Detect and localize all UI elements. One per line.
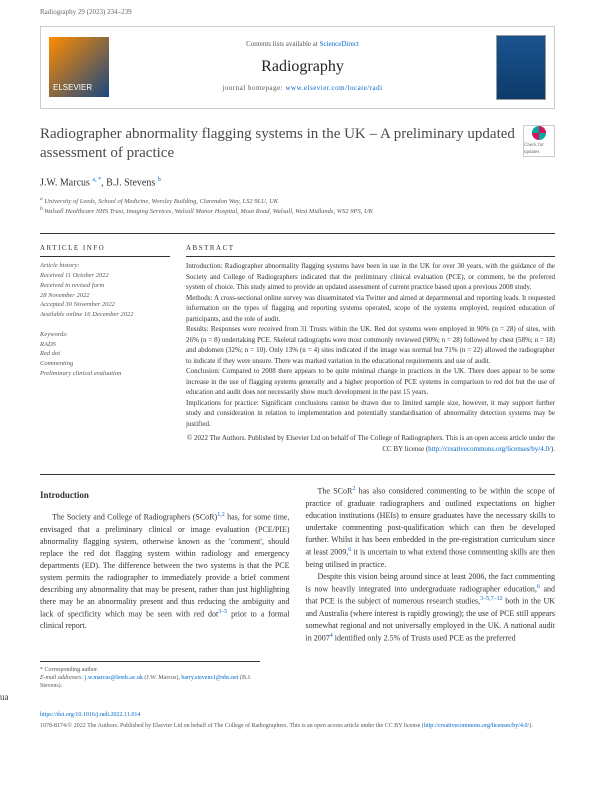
- affiliation-b: b Walsall Healthcare NHS Trust, Imaging …: [40, 206, 555, 216]
- corresponding-author-note: * Corresponding author. E-mail addresses…: [40, 661, 260, 691]
- intro-p1: The Society and College of Radiographers…: [40, 511, 290, 632]
- ref-1-2[interactable]: 1,2: [217, 512, 225, 518]
- citation: Radiography 29 (2023) 234–239: [40, 8, 132, 16]
- check-updates-button[interactable]: Check for updates: [523, 125, 555, 157]
- publisher-name: ELSEVIER: [53, 82, 92, 93]
- intro-p3: Despite this vision being around since a…: [306, 571, 556, 645]
- cc-link[interactable]: http://creativecommons.org/licenses/by/4…: [428, 445, 551, 453]
- ref-3-5[interactable]: 3–5: [218, 609, 227, 615]
- journal-cover: [496, 35, 546, 100]
- homepage-link[interactable]: www.elsevier.com/locate/radi: [285, 84, 382, 92]
- cc-link-footer[interactable]: http://creativecommons.org/licenses/by/4…: [424, 723, 529, 729]
- crossmark-icon: [532, 126, 546, 140]
- divider: [40, 233, 555, 234]
- abstract: ABSTRACT Introduction: Radiographer abno…: [186, 244, 555, 455]
- author-1-sup[interactable]: a, *: [92, 177, 101, 183]
- abstract-text: Introduction: Radiographer abnormality f…: [186, 261, 555, 454]
- contents-bar: ELSEVIER Contents lists available at Sci…: [40, 26, 555, 109]
- introduction-section: Introduction The Society and College of …: [0, 485, 595, 644]
- author-2-sup[interactable]: b: [158, 177, 161, 183]
- info-abstract-row: ARTICLE INFO Article history: Received 1…: [0, 244, 595, 455]
- keywords: Keywords: RADS Red dot Commenting Prelim…: [40, 330, 170, 379]
- email-2[interactable]: barry.stevens1@nhs.net: [181, 675, 238, 681]
- info-heading: ARTICLE INFO: [40, 244, 170, 258]
- page-footer: https://doi.org/10.1016/j.radi.2022.11.0…: [0, 703, 595, 742]
- intro-heading: Introduction: [40, 489, 290, 503]
- divider-2: [40, 474, 555, 475]
- article-info: ARTICLE INFO Article history: Received 1…: [40, 244, 170, 455]
- doi-link[interactable]: https://doi.org/10.1016/j.radi.2022.11.0…: [40, 712, 140, 718]
- affiliations: a University of Leeds, School of Medicin…: [0, 196, 595, 217]
- contents-available: Contents lists available at ScienceDirec…: [109, 40, 496, 50]
- email-1[interactable]: j.w.marcus@leeds.ac.uk: [85, 675, 143, 681]
- journal-homepage: journal homepage: www.elsevier.com/locat…: [109, 84, 496, 94]
- author-2: B.J. Stevens: [106, 177, 155, 188]
- article-history: Article history: Received 11 October 202…: [40, 261, 170, 320]
- ref-3-12[interactable]: 3–5,7–12: [480, 596, 503, 602]
- title-row: Radiographer abnormality flagging system…: [0, 125, 595, 164]
- authors: J.W. Marcus a, *, B.J. Stevens b: [0, 176, 595, 190]
- author-1: J.W. Marcus: [40, 177, 90, 188]
- contents-center: Contents lists available at ScienceDirec…: [109, 40, 496, 94]
- page-header: Radiography 29 (2023) 234–239: [0, 0, 595, 18]
- abstract-heading: ABSTRACT: [186, 244, 555, 258]
- publisher-logo: ELSEVIER: [49, 37, 109, 97]
- journal-name: Radiography: [109, 56, 496, 78]
- sciencedirect-link[interactable]: ScienceDirect: [320, 40, 359, 48]
- affiliation-a: a University of Leeds, School of Medicin…: [40, 196, 555, 206]
- intro-p2: The SCoR2 has also considered commenting…: [306, 485, 556, 570]
- article-title: Radiographer abnormality flagging system…: [40, 125, 523, 164]
